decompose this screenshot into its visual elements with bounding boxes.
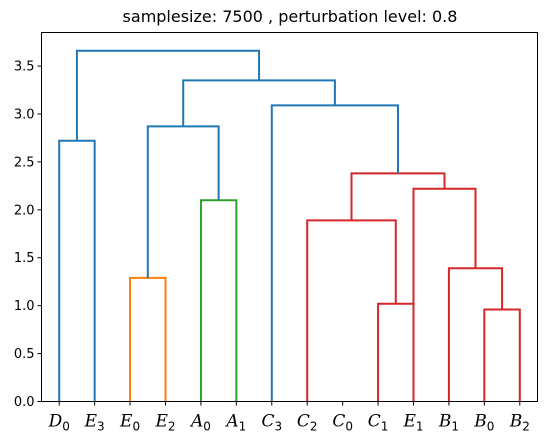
y-tick-label: 2.0	[14, 203, 35, 218]
y-tick-label: 0.5	[14, 347, 35, 362]
leaf-label: E2	[154, 412, 175, 434]
leaf-label: E3	[84, 412, 105, 434]
leaf-label: B1	[438, 412, 459, 434]
y-tick-label: 3.0	[14, 107, 35, 122]
y-tick-label: 3.5	[14, 60, 35, 75]
leaf-label: C2	[297, 412, 318, 434]
y-axis: 0.0 0.5 1.0 1.5 2.0 2.5 3.0 3.5	[14, 60, 42, 410]
leaf-label: E1	[402, 412, 423, 434]
leaf-label: A0	[189, 412, 211, 434]
dendrogram-link	[270, 104, 399, 402]
dendrogram-link	[182, 79, 336, 127]
leaf-label: B2	[509, 412, 530, 434]
leaf-label: C3	[261, 412, 282, 434]
y-tick-label: 1.5	[14, 251, 35, 266]
dendrogram-link	[412, 187, 477, 402]
dendrogram-link	[306, 219, 397, 402]
x-axis: D0 E3 E0 E2 A0 A1 C3 C2 C0 C1 E1 B1 B0 B2	[48, 401, 530, 434]
dendrogram-link	[146, 125, 220, 278]
plot-frame	[41, 32, 538, 402]
leaf-label: B0	[473, 412, 494, 434]
dendrogram-link	[447, 267, 504, 402]
leaf-label: E0	[119, 412, 140, 434]
leaf-label: D0	[48, 412, 70, 434]
leaf-label: C1	[368, 412, 389, 434]
y-tick-label: 0.0	[14, 395, 35, 410]
dendrogram-link	[199, 199, 238, 402]
leaf-label: C0	[332, 412, 353, 434]
dendrogram-link	[483, 308, 521, 402]
dendrogram-link	[129, 276, 167, 402]
chart-title: samplesize: 7500 , perturbation level: 0…	[123, 7, 458, 26]
dendrogram-link	[58, 139, 96, 402]
y-tick-label: 2.5	[14, 155, 35, 170]
dendrogram-link	[350, 172, 446, 221]
leaf-label: A1	[224, 412, 246, 434]
dendrogram-link	[377, 302, 415, 402]
dendrogram-links	[58, 49, 521, 402]
dendrogram-link	[75, 49, 261, 141]
y-tick-label: 1.0	[14, 299, 35, 314]
